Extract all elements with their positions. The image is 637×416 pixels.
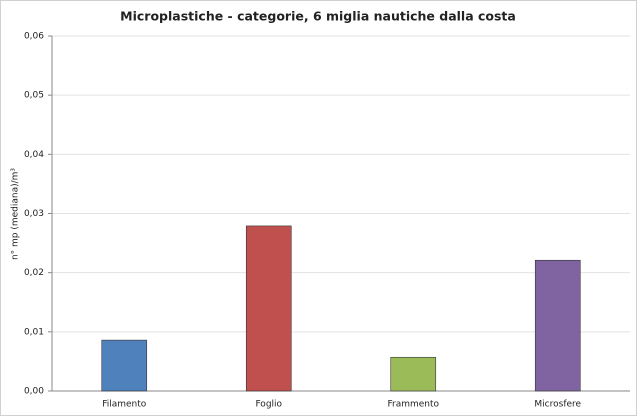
y-axis-label: n° mp (mediana)/m³ — [11, 168, 21, 260]
y-tick-label: 0,04 — [24, 150, 44, 160]
x-tick-label: Foglio — [255, 400, 282, 410]
y-tick-label: 0,00 — [24, 387, 44, 397]
x-tick-label: Microsfere — [534, 400, 581, 410]
chart-title: Microplastiche - categorie, 6 miglia nau… — [120, 9, 516, 24]
y-tick-label: 0,06 — [24, 32, 44, 42]
x-tick-label: Filamento — [102, 400, 147, 410]
y-tick-label: 0,02 — [24, 268, 44, 278]
bar — [101, 339, 148, 392]
y-tick-label: 0,01 — [24, 327, 44, 337]
x-tick-label: Frammento — [387, 400, 439, 410]
bar — [534, 259, 581, 392]
y-tick-label: 0,03 — [24, 209, 44, 219]
bar — [390, 356, 437, 392]
bar — [245, 225, 292, 392]
y-tick-label: 0,05 — [24, 91, 44, 101]
